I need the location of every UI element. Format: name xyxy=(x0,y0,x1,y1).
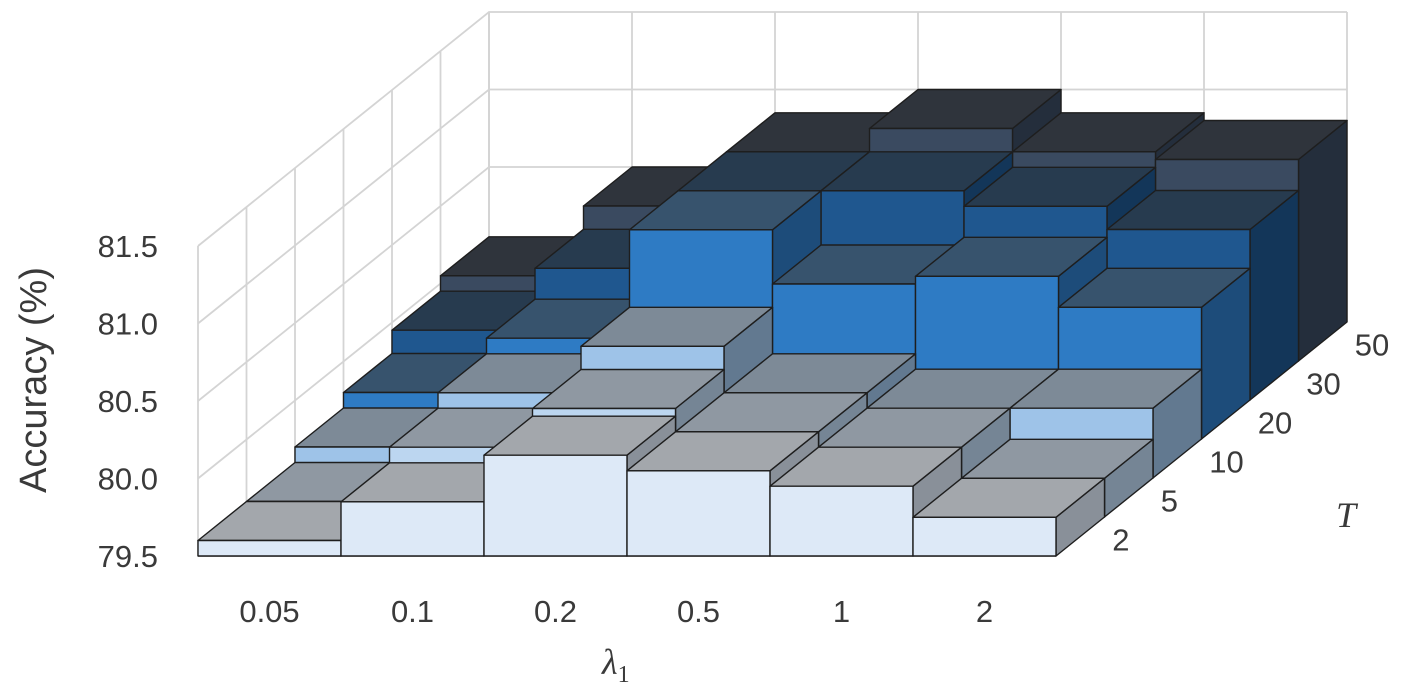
lambda-tick-labels: 0.05 0.1 0.2 0.5 1 2 xyxy=(239,594,993,629)
accuracy-tick-label: 80.0 xyxy=(98,462,158,497)
accuracy-tick-labels: 79.5 80.0 80.5 81.0 81.5 xyxy=(98,229,158,574)
t-tick-label: 50 xyxy=(1355,328,1389,363)
bar-front-face xyxy=(483,454,628,557)
accuracy-tick-label: 79.5 xyxy=(98,539,158,574)
t-tick-label: 10 xyxy=(1209,445,1243,480)
x-axis-label-subscript: 1 xyxy=(618,662,630,687)
bar-T2-lambda2 xyxy=(912,477,1106,557)
x-axis-label-symbol: λ xyxy=(601,642,618,682)
bar-front-face xyxy=(626,470,771,557)
t-tick-label: 30 xyxy=(1306,367,1340,402)
accuracy-tick-label: 80.5 xyxy=(98,384,158,419)
z-axis-label: Accuracy (%) xyxy=(13,267,55,493)
lambda-tick-label: 0.05 xyxy=(239,594,299,629)
lambda-tick-label: 2 xyxy=(976,594,993,629)
lambda-tick-label: 1 xyxy=(833,594,850,629)
y-axis-label: T xyxy=(1336,495,1359,535)
t-tick-label: 5 xyxy=(1161,484,1178,519)
lambda-tick-label: 0.1 xyxy=(391,594,434,629)
lambda-tick-label: 0.2 xyxy=(534,594,577,629)
t-tick-labels: 25 10 20 30 50 xyxy=(1112,328,1389,558)
bar-front-face xyxy=(769,485,914,557)
bar-front-face xyxy=(912,516,1057,557)
bar-front-face xyxy=(340,501,485,557)
t-tick-label: 20 xyxy=(1258,406,1292,441)
bars xyxy=(197,88,1348,557)
accuracy-tick-label: 81.0 xyxy=(98,307,158,342)
accuracy-tick-label: 81.5 xyxy=(98,229,158,264)
lambda-tick-label: 0.5 xyxy=(677,594,720,629)
bar-side-face xyxy=(1297,119,1348,362)
x-axis-label: λ1 xyxy=(601,642,630,687)
bar-front-face xyxy=(197,539,342,557)
t-tick-label: 2 xyxy=(1112,523,1129,558)
